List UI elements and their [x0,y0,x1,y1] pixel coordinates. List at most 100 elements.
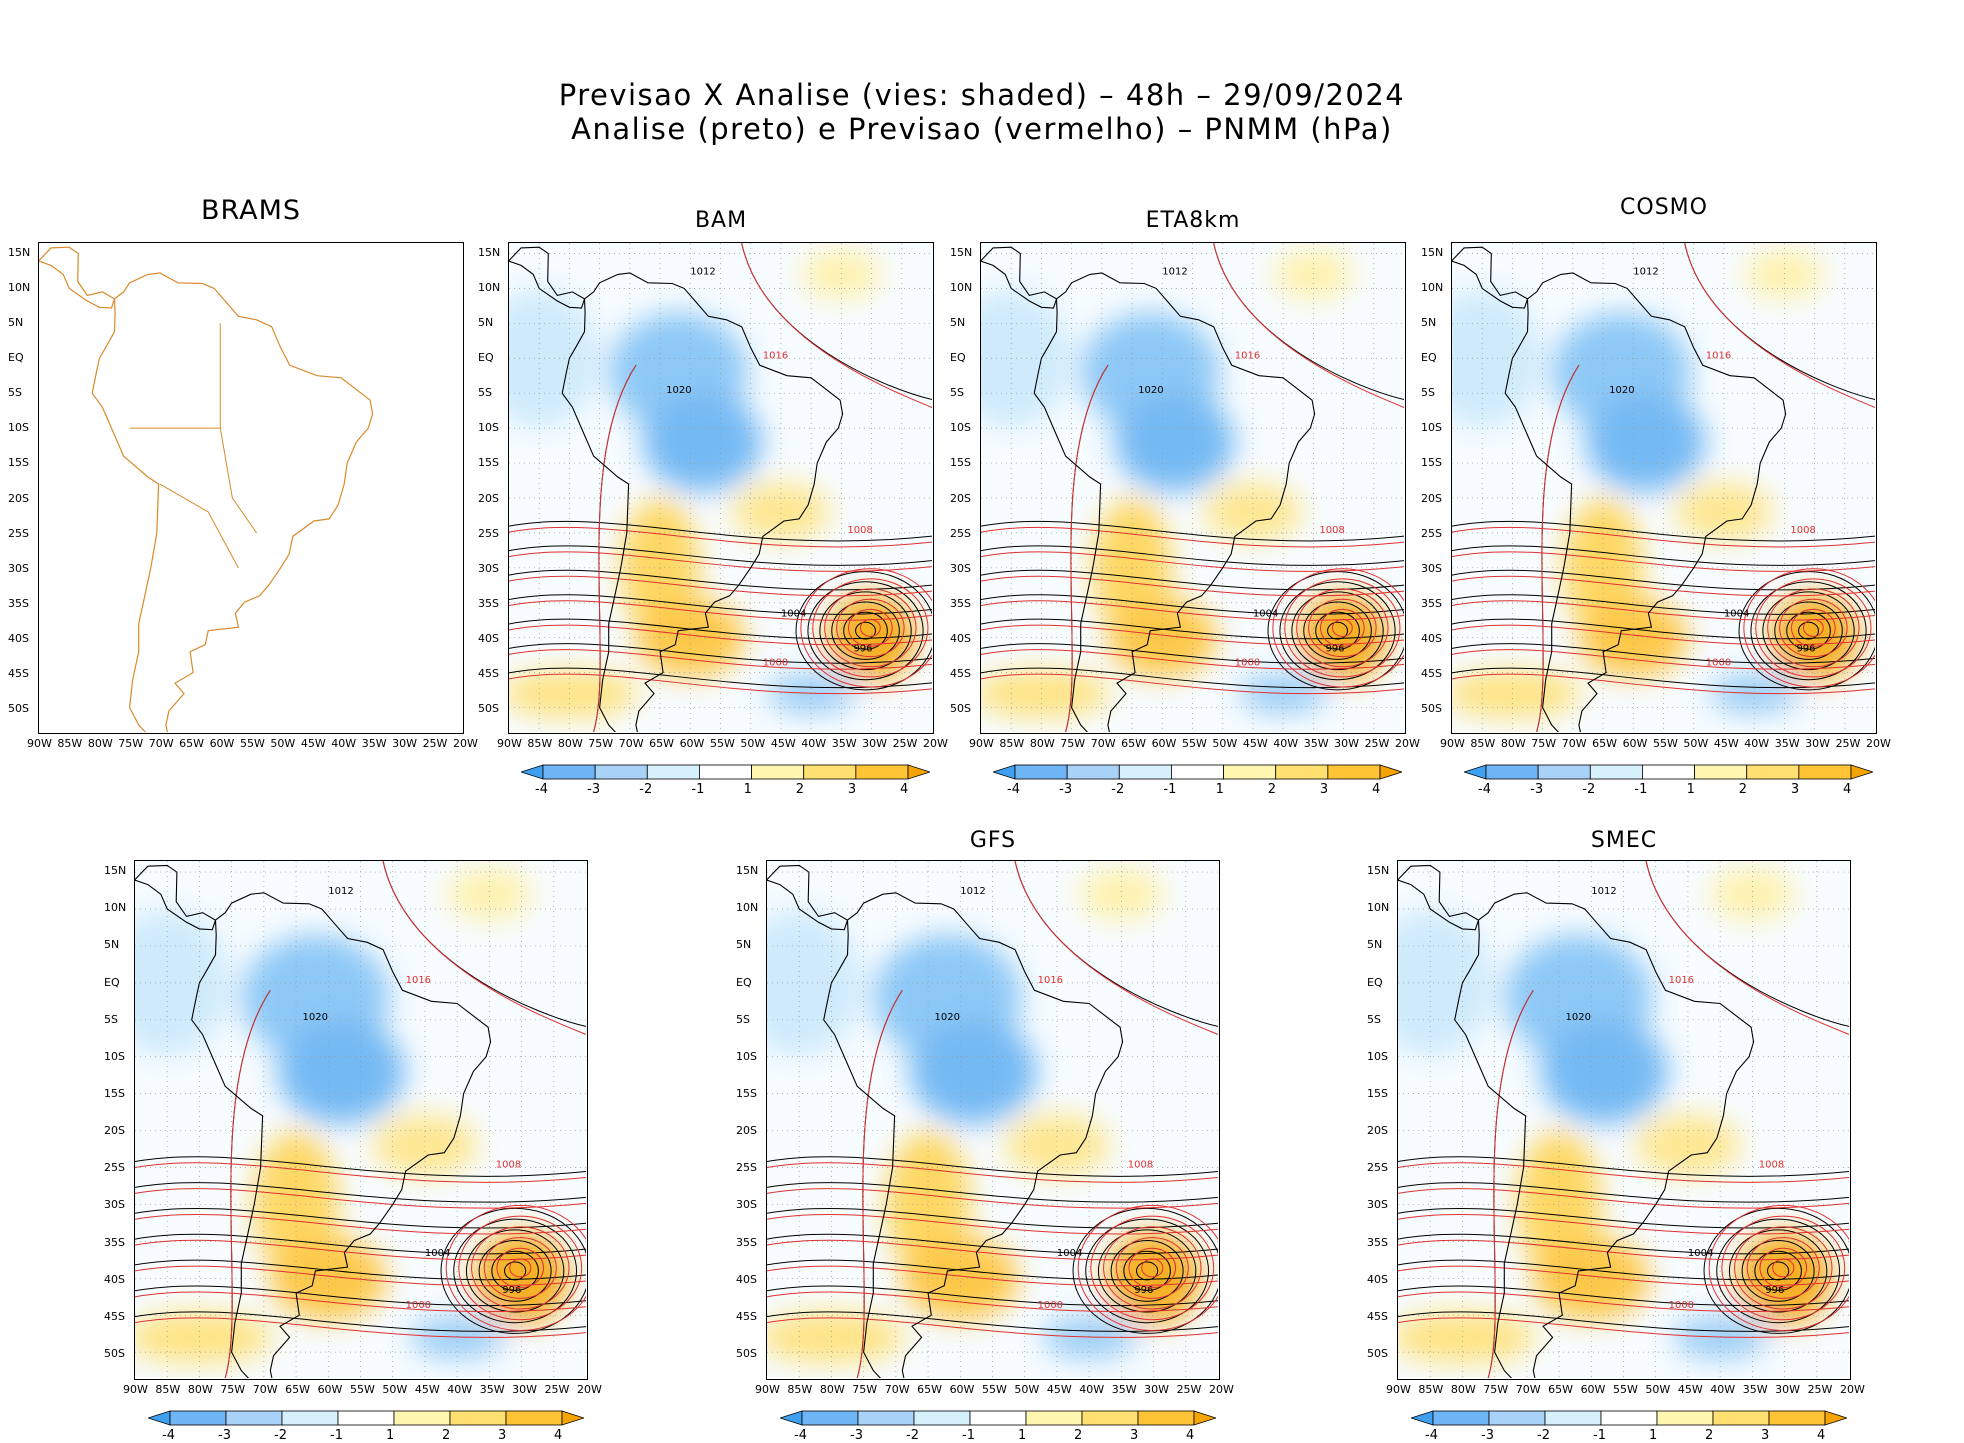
figure-title-line2: Analise (preto) e Previsao (vermelho) – … [571,112,1393,146]
lat-tick-label: 40S [1421,632,1442,646]
lat-tick-label: 10S [8,421,29,435]
lat-tick-label: 30S [950,561,971,575]
panel-title: GFS [969,828,1017,853]
lon-tick-label: 55W [1653,737,1678,750]
lat-tick-label: 5S [478,386,492,400]
contour-label: 1012 [960,886,985,897]
contour-label: 996 [1796,644,1815,655]
lat-tick-label: 45S [736,1309,757,1323]
lon-tick-label: 45W [414,1383,440,1396]
colorbar-tick-label: 2 [1267,782,1276,797]
lon-tick-label: 65W [1592,737,1618,750]
lon-tick-label: 50W [740,737,766,750]
lat-tick-label: 15N [1367,864,1390,878]
contour-label: 1016 [1235,350,1260,361]
lat-tick-label: EQ [1367,975,1383,989]
lon-tick-label: 55W [982,1383,1007,1396]
lon-tick-label: 25W [1364,737,1390,750]
lon-tick-label: 35W [1303,737,1329,750]
lat-tick-label: 25S [1421,526,1442,540]
lat-tick-label: 25S [1367,1161,1388,1175]
lon-tick-label: 60W [1151,737,1177,750]
lat-tick-label: EQ [104,975,120,989]
colorbar [780,1410,1216,1426]
lon-tick-label: 45W [1046,1383,1072,1396]
lon-tick-label: 65W [1121,737,1147,750]
lon-tick-label: 80W [1450,1383,1476,1396]
colorbar-tick-label: 4 [1843,782,1852,797]
colorbar-tick-label: -3 [587,782,601,797]
lat-tick-label: 5S [104,1012,118,1026]
lat-tick-label: 25S [950,526,971,540]
contour-label: 1020 [1566,1012,1591,1023]
colorbar-tick-label: -4 [1478,782,1491,797]
contour-label: 996 [853,644,872,655]
lat-tick-label: 5S [950,386,964,400]
lat-tick-label: 25S [104,1161,125,1175]
lon-tick-label: 80W [1029,737,1055,750]
contour-label: 996 [1134,1285,1153,1296]
contour-label: 1020 [1609,385,1634,396]
lat-tick-label: 15S [478,456,499,470]
lon-tick-label: 45W [1677,1383,1703,1396]
lon-tick-label: 35W [1742,1383,1768,1396]
lon-tick-label: 85W [787,1383,813,1396]
lat-tick-label: 5N [478,315,494,329]
lon-tick-label: 40W [331,737,357,750]
lon-tick-label: 25W [422,737,448,750]
lat-tick-label: 35S [1421,596,1442,610]
colorbar-tick-label: 2 [795,782,804,797]
lat-tick-label: 10S [104,1049,125,1063]
lon-tick-label: 85W [999,737,1025,750]
contour-label: 1016 [1038,975,1063,986]
contour-label: 1020 [935,1012,960,1023]
lat-tick-label: 40S [8,632,29,646]
contour-label: 1016 [1706,350,1731,361]
colorbar-tick-label: -2 [1111,782,1125,797]
lon-tick-label: 50W [382,1383,408,1396]
colorbar-tick-label: 3 [1319,782,1329,797]
lon-tick-label: 20W [453,737,478,750]
contour-label: 1016 [763,350,788,361]
contour-label: 996 [1325,644,1344,655]
lon-tick-label: 25W [892,737,918,750]
lon-tick-label: 60W [1622,737,1648,750]
contour-label: 1000 [1235,658,1260,669]
lat-tick-label: 50S [1367,1347,1388,1360]
lat-tick-label: 45S [478,667,499,681]
contour-label: 1008 [1319,525,1344,536]
contour-label: 1016 [1669,975,1694,986]
lon-tick-label: 55W [1182,737,1207,750]
contour-label: 996 [1765,1285,1784,1296]
lon-tick-label: 40W [1710,1383,1736,1396]
lat-tick-label: 15N [950,245,973,259]
lat-tick-label: 15N [478,245,501,259]
lat-tick-label: 20S [1367,1124,1388,1138]
map-panel-gfs: 1012 1016 1020 1008 1004 1000 996 [766,860,1220,1380]
lon-tick-label: 45W [1242,737,1268,750]
lon-tick-label: 70W [1090,737,1116,750]
lon-tick-label: 85W [57,737,83,750]
lon-tick-label: 60W [209,737,235,750]
map-panel-eta8km: 1012 1016 1020 1008 1004 1000 996 [980,242,1406,734]
contour-label: 1008 [1128,1160,1153,1171]
contour-label: 996 [502,1285,521,1296]
colorbar-tick-label: 1 [1686,782,1695,797]
lon-tick-label: 70W [884,1383,910,1396]
lat-tick-label: 30S [1421,561,1442,575]
lon-tick-label: 20W [1840,1383,1865,1396]
lat-tick-label: 40S [478,632,499,646]
lat-tick-label: EQ [8,350,24,364]
lat-tick-label: 40S [104,1272,125,1286]
lon-tick-label: 75W [1483,1383,1509,1396]
lat-tick-label: 30S [736,1198,757,1212]
colorbar [1411,1410,1847,1426]
contour-label: 1004 [1253,609,1278,620]
lon-tick-label: 20W [1209,1383,1234,1396]
contour-label: 1012 [690,266,715,277]
lon-tick-label: 25W [544,1383,570,1396]
lon-tick-label: 80W [557,737,583,750]
colorbar-tick-label: 4 [1372,782,1381,797]
colorbar-tick-label: 1 [1215,782,1224,797]
lon-tick-label: 65W [1548,1383,1574,1396]
